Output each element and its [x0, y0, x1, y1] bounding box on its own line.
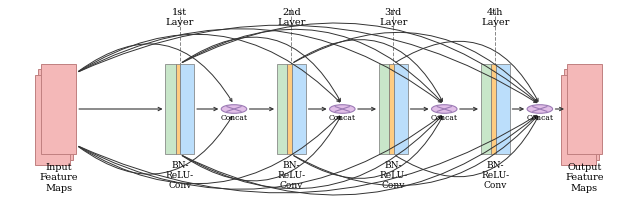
Bar [35, 75, 70, 165]
Text: 1st
Layer: 1st Layer [166, 8, 194, 27]
Bar [38, 69, 73, 160]
Text: Input
Feature
Maps: Input Feature Maps [40, 163, 78, 193]
Bar [394, 64, 408, 154]
Bar [389, 64, 394, 154]
Text: 4th
Layer: 4th Layer [481, 8, 509, 27]
Bar [287, 64, 292, 154]
Text: Concat: Concat [329, 114, 356, 122]
Bar [561, 75, 596, 165]
Circle shape [330, 105, 355, 113]
Text: BN-
ReLU-
Conv: BN- ReLU- Conv [481, 161, 509, 191]
Text: BN-
ReLU-
Conv: BN- ReLU- Conv [277, 161, 305, 191]
Bar [175, 64, 180, 154]
Bar [495, 64, 509, 154]
Text: BN-
ReLU-
Conv: BN- ReLU- Conv [166, 161, 194, 191]
Text: Output
Feature
Maps: Output Feature Maps [565, 163, 604, 193]
Circle shape [527, 105, 552, 113]
Circle shape [431, 105, 457, 113]
Text: 3rd
Layer: 3rd Layer [379, 8, 408, 27]
Bar [567, 64, 602, 154]
Bar [180, 64, 194, 154]
Bar [166, 64, 175, 154]
Circle shape [221, 105, 246, 113]
Text: Concat: Concat [220, 114, 248, 122]
Text: Concat: Concat [526, 114, 554, 122]
Bar [481, 64, 491, 154]
Text: Concat: Concat [431, 114, 458, 122]
Bar [379, 64, 389, 154]
Bar [41, 64, 76, 154]
Bar [292, 64, 306, 154]
Bar [564, 69, 599, 160]
Bar [277, 64, 287, 154]
Text: BN-
ReLU-
Conv: BN- ReLU- Conv [380, 161, 407, 191]
Bar [491, 64, 495, 154]
Text: 2nd
Layer: 2nd Layer [277, 8, 305, 27]
